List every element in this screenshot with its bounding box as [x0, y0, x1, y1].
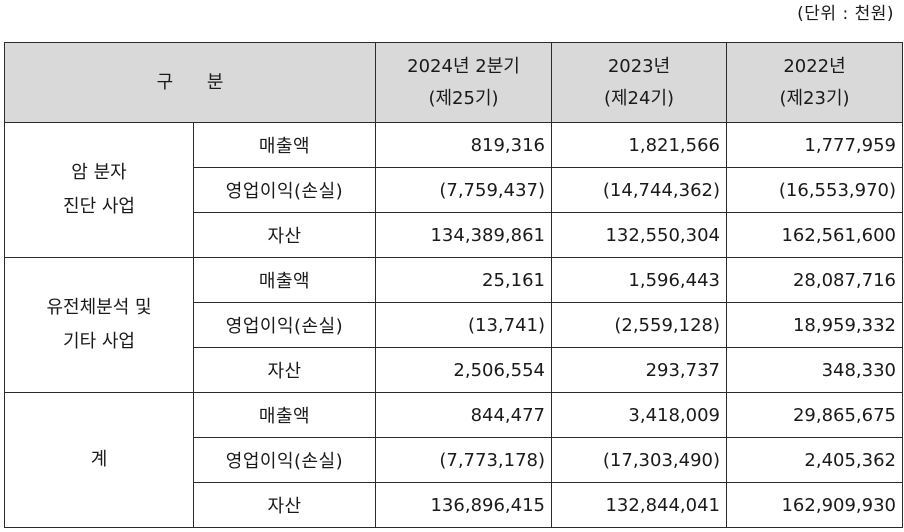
- column-header-line2: (제23기): [779, 87, 850, 109]
- column-header-line1: 2023년: [607, 55, 671, 77]
- column-header-line1: 2024년 2분기: [407, 55, 520, 77]
- table-row: 계 매출액 844,477 3,418,009 29,865,675: [4, 392, 903, 528]
- value-cell: 1,777,959: [726, 122, 903, 168]
- table-row: 영업이익(손실) (7,759,437) (14,744,362) (16,55…: [5, 167, 903, 213]
- value-cell: 293,737: [551, 347, 727, 393]
- value-cell: (2,559,128): [551, 302, 727, 348]
- value-cell: 132,844,041: [551, 482, 727, 528]
- segment-label-line2: 기타 사업: [63, 331, 135, 352]
- value-cell: 132,550,304: [551, 212, 727, 258]
- value-cell: 1,596,443: [551, 257, 727, 303]
- item-label: 영업이익(손실): [193, 437, 376, 483]
- category-header-label: 구 분: [156, 71, 238, 93]
- item-label: 영업이익(손실): [193, 302, 376, 348]
- segment-label: 암 분자 진단 사업: [4, 122, 194, 258]
- segment-label-line1: 유전체분석 및: [46, 297, 152, 318]
- value-cell: 1,821,566: [551, 122, 727, 168]
- table-row: 유전체분석 및 기타 사업 매출액 25,161 1,596,443 28,08…: [4, 257, 903, 393]
- value-cell: 348,330: [726, 347, 903, 393]
- item-label: 매출액: [193, 122, 376, 168]
- value-cell: 18,959,332: [726, 302, 903, 348]
- header-row: 구 분 2024년 2분기 (제25기) 2023년 (제24기) 2022년 …: [4, 42, 903, 123]
- column-header-2023: 2023년 (제24기): [551, 42, 727, 123]
- value-cell: (13,741): [375, 302, 552, 348]
- value-cell: 2,405,362: [726, 437, 903, 483]
- value-cell: 162,909,930: [726, 482, 903, 528]
- item-label: 자산: [193, 482, 376, 528]
- table-row: 영업이익(손실) (7,773,178) (17,303,490) 2,405,…: [5, 437, 903, 483]
- item-label: 매출액: [193, 392, 376, 438]
- column-header-line2: (제24기): [603, 87, 675, 109]
- table-row: 자산 134,389,861 132,550,304 162,561,600: [5, 212, 903, 258]
- value-cell: 134,389,861: [375, 212, 552, 258]
- segment-label-line2: 진단 사업: [63, 196, 135, 217]
- value-cell: 3,418,009: [551, 392, 727, 438]
- value-cell: 844,477: [375, 392, 552, 438]
- item-label: 매출액: [193, 257, 376, 303]
- value-cell: (7,773,178): [375, 437, 552, 483]
- value-cell: (7,759,437): [375, 167, 552, 213]
- category-header: 구 분: [4, 42, 376, 123]
- column-header-line1: 2022년: [783, 55, 846, 77]
- value-cell: 162,561,600: [726, 212, 903, 258]
- value-cell: 2,506,554: [375, 347, 552, 393]
- value-cell: 25,161: [375, 257, 552, 303]
- unit-label: (단위 : 천원): [797, 4, 894, 24]
- table-row: 자산 136,896,415 132,844,041 162,909,930: [5, 482, 903, 528]
- value-cell: (14,744,362): [551, 167, 727, 213]
- segment-label-total: 계: [4, 392, 194, 528]
- value-cell: 136,896,415: [375, 482, 552, 528]
- value-cell: 819,316: [375, 122, 552, 168]
- table-row: 암 분자 진단 사업 매출액 819,316 1,821,566 1,777,9…: [4, 122, 903, 258]
- value-cell: (17,303,490): [551, 437, 727, 483]
- item-label: 자산: [193, 347, 376, 393]
- column-header-2022: 2022년 (제23기): [726, 42, 903, 123]
- segment-financial-table: 구 분 2024년 2분기 (제25기) 2023년 (제24기) 2022년 …: [4, 42, 903, 528]
- item-label: 영업이익(손실): [193, 167, 376, 213]
- value-cell: (16,553,970): [726, 167, 903, 213]
- column-header-2024q2: 2024년 2분기 (제25기): [375, 42, 552, 123]
- segment-label-line1: 암 분자: [71, 162, 127, 183]
- value-cell: 28,087,716: [726, 257, 903, 303]
- item-label: 자산: [193, 212, 376, 258]
- segment-label-line1: 계: [90, 449, 108, 470]
- table-row: 자산 2,506,554 293,737 348,330: [5, 347, 903, 393]
- table-row: 영업이익(손실) (13,741) (2,559,128) 18,959,332: [5, 302, 903, 348]
- segment-label: 유전체분석 및 기타 사업: [4, 257, 194, 393]
- value-cell: 29,865,675: [726, 392, 903, 438]
- column-header-line2: (제25기): [428, 87, 499, 109]
